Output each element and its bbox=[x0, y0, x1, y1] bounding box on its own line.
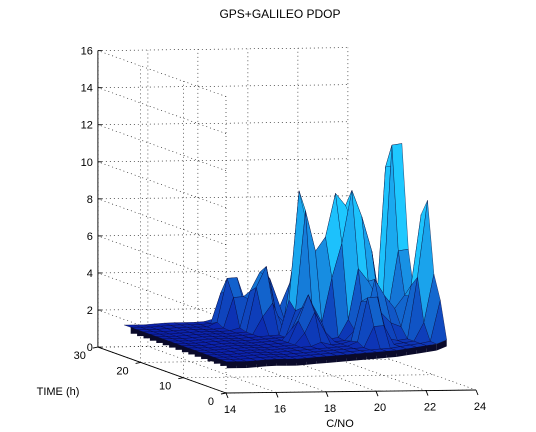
x-tick-label: 22 bbox=[424, 402, 436, 414]
surface-skirt bbox=[406, 347, 417, 356]
surface-skirt bbox=[386, 350, 397, 358]
grid-line bbox=[97, 272, 227, 320]
z-tick-label: 14 bbox=[81, 83, 93, 95]
z-tick-label: 4 bbox=[87, 268, 93, 280]
x-tick-mark bbox=[275, 392, 279, 398]
grid-line bbox=[197, 345, 327, 393]
z-tick-label: 12 bbox=[81, 120, 93, 132]
chart-title: GPS+GALILEO PDOP bbox=[219, 7, 340, 21]
y-axis-line bbox=[97, 346, 227, 394]
grid-line bbox=[97, 84, 348, 88]
grid-line bbox=[97, 87, 227, 134]
surface-skirt bbox=[226, 361, 237, 369]
pdop-surface bbox=[124, 143, 447, 369]
grid-line bbox=[183, 374, 434, 378]
x-axis-line bbox=[225, 389, 477, 394]
surface-skirt bbox=[326, 355, 337, 363]
grid-line bbox=[247, 345, 377, 392]
x-tick-label: 24 bbox=[474, 401, 486, 413]
y-tick-mark bbox=[178, 377, 184, 380]
grid-line bbox=[97, 235, 227, 283]
surface-skirt bbox=[316, 356, 327, 364]
z-tick-label: 10 bbox=[81, 157, 93, 169]
x-tick-label: 14 bbox=[224, 404, 236, 416]
surface-skirt bbox=[346, 353, 357, 362]
surface-skirt bbox=[396, 348, 407, 357]
y-tick-label: 30 bbox=[74, 350, 86, 362]
z-tick-label: 16 bbox=[81, 46, 93, 58]
surface-skirt bbox=[246, 360, 257, 368]
x-tick-mark bbox=[425, 390, 429, 396]
z-tick-label: 8 bbox=[87, 194, 93, 206]
y-tick-mark bbox=[92, 346, 98, 349]
surface-skirt bbox=[416, 345, 427, 354]
grid-line bbox=[97, 50, 227, 97]
surface-skirt bbox=[276, 359, 287, 366]
surface-skirt bbox=[256, 359, 267, 368]
x-tick-label: 18 bbox=[324, 403, 336, 415]
surface-skirt bbox=[286, 359, 297, 366]
x-tick-mark bbox=[375, 391, 379, 397]
surface-skirt bbox=[306, 357, 317, 365]
x-tick-mark bbox=[325, 391, 329, 397]
y-tick-label: 0 bbox=[208, 396, 214, 408]
surface-skirt bbox=[236, 361, 247, 369]
x-tick-label: 20 bbox=[374, 402, 386, 414]
grid-line bbox=[147, 346, 277, 393]
grid-line bbox=[97, 124, 227, 171]
y-tick-mark bbox=[135, 361, 141, 364]
z-tick-label: 2 bbox=[87, 305, 93, 317]
surface-skirt bbox=[356, 353, 367, 361]
surface-skirt bbox=[436, 339, 447, 351]
x-tick-mark bbox=[225, 392, 229, 399]
z-tick-label: 0 bbox=[87, 342, 93, 354]
grid-line bbox=[97, 198, 227, 246]
grid-line bbox=[347, 343, 477, 391]
surface-skirt bbox=[426, 344, 437, 353]
x-axis-label: C/NO bbox=[326, 418, 354, 430]
surface-skirt bbox=[376, 351, 387, 359]
surface-skirt bbox=[266, 359, 277, 367]
y-axis-label: TIME (h) bbox=[37, 386, 80, 398]
x-tick-mark bbox=[475, 389, 479, 396]
x-tick-label: 16 bbox=[274, 403, 286, 415]
grid-line bbox=[97, 161, 227, 208]
grid-line bbox=[97, 158, 348, 163]
surface-skirt bbox=[296, 358, 307, 366]
grid-line bbox=[97, 47, 348, 51]
surface-skirt bbox=[336, 354, 347, 363]
y-tick-label: 10 bbox=[159, 381, 171, 393]
y-tick-mark bbox=[220, 392, 227, 395]
surface-skirt bbox=[366, 352, 377, 360]
grid-line bbox=[97, 121, 348, 126]
y-tick-label: 20 bbox=[116, 365, 128, 377]
grid-line bbox=[297, 344, 427, 391]
grid-line bbox=[97, 195, 348, 200]
z-tick-label: 6 bbox=[87, 231, 93, 243]
